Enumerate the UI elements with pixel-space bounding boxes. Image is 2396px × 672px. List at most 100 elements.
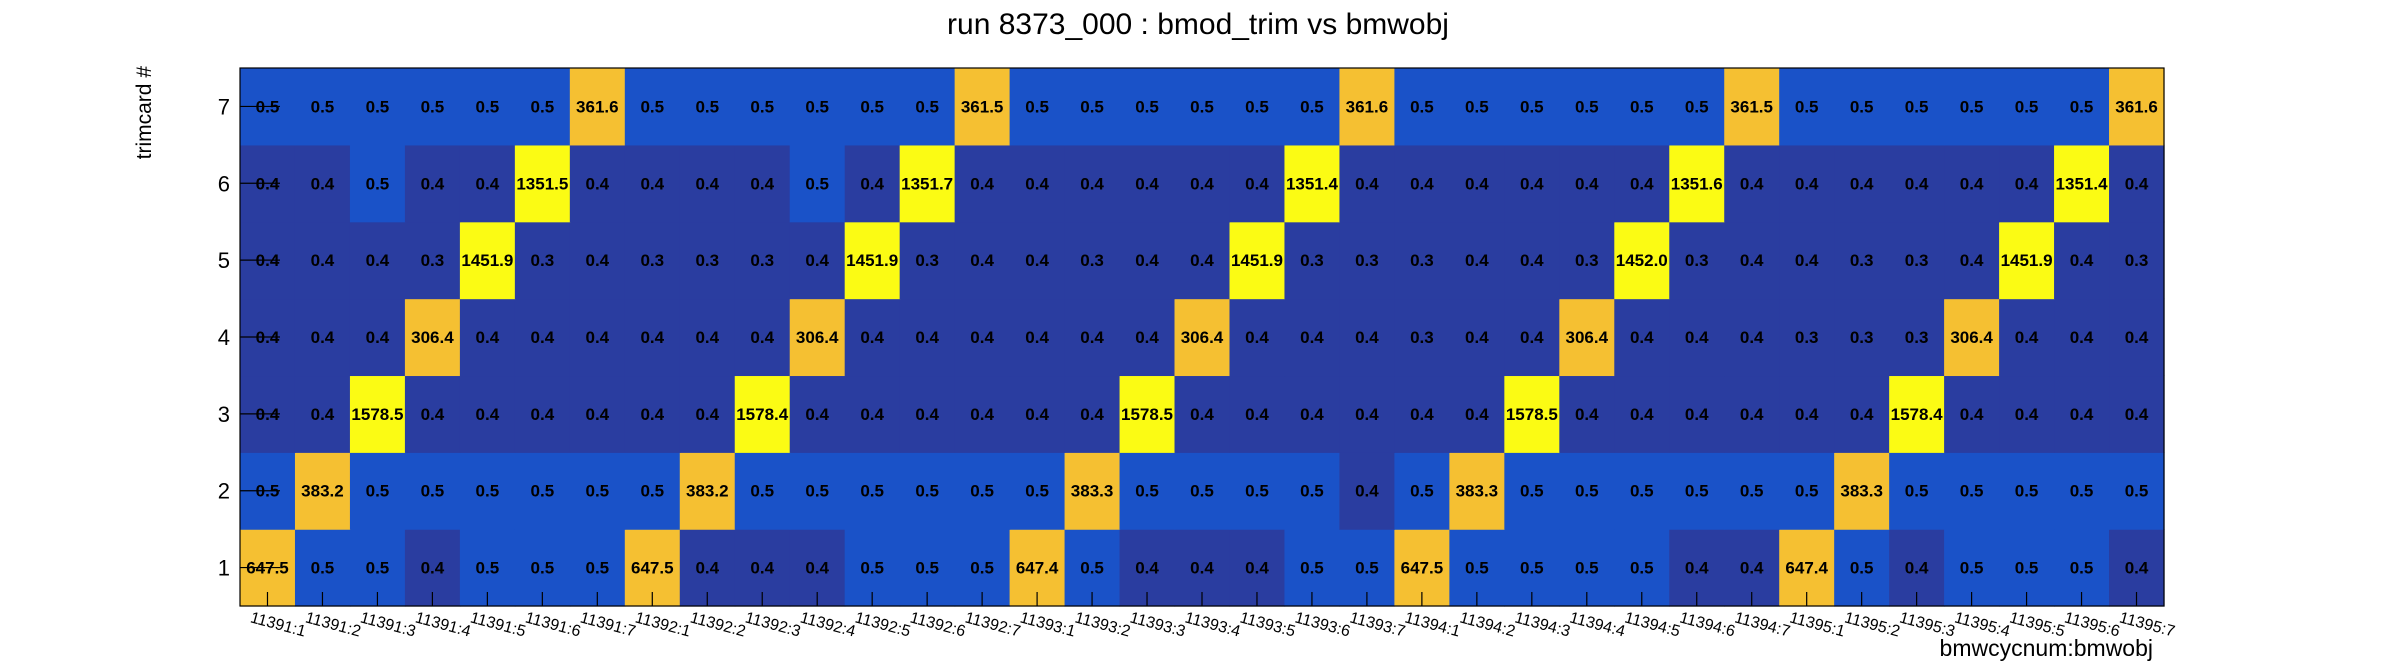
heatmap-cell bbox=[624, 221, 681, 300]
heatmap-cell bbox=[1944, 375, 2000, 453]
heatmap-cell bbox=[734, 375, 791, 453]
cell-value-label: 0.4 bbox=[860, 174, 884, 193]
cell-value-label: 0.4 bbox=[1630, 328, 1654, 347]
heatmap-cell bbox=[1394, 221, 1450, 300]
cell-value-label: 0.5 bbox=[1795, 97, 1819, 116]
heatmap-cell bbox=[844, 144, 901, 223]
heatmap-cell bbox=[954, 68, 1011, 146]
cell-value-label: 0.4 bbox=[970, 251, 994, 270]
cell-value-label: 0.5 bbox=[531, 482, 555, 501]
cell-value-label: 0.5 bbox=[915, 482, 939, 501]
cell-value-label: 0.4 bbox=[1960, 405, 1984, 424]
cell-value-label: 0.4 bbox=[585, 251, 609, 270]
cell-value-label: 0.4 bbox=[1740, 251, 1764, 270]
heatmap-cell bbox=[1504, 144, 1560, 223]
cell-value-label: 0.5 bbox=[1850, 559, 1874, 578]
cell-value-label: 0.5 bbox=[915, 559, 939, 578]
heatmap-cell bbox=[624, 452, 681, 530]
cell-value-label: 0.5 bbox=[1795, 482, 1819, 501]
x-tick-label: 11391:3 bbox=[358, 609, 417, 640]
cell-value-label: 0.5 bbox=[1300, 97, 1324, 116]
heatmap-cell bbox=[1174, 298, 1231, 377]
cell-value-label: 0.5 bbox=[1630, 482, 1654, 501]
y-tick-label: 7 bbox=[218, 94, 230, 119]
heatmap-cell bbox=[1449, 452, 1505, 530]
heatmap-cell bbox=[294, 375, 351, 453]
heatmap-cell bbox=[349, 452, 406, 530]
heatmap-cell bbox=[1614, 375, 1670, 453]
heatmap-cell bbox=[2109, 144, 2165, 223]
heatmap-cell bbox=[1394, 144, 1450, 223]
heatmap-cell bbox=[1284, 298, 1341, 377]
cell-value-label: 0.5 bbox=[311, 559, 335, 578]
heatmap-cell bbox=[1229, 68, 1286, 146]
heatmap-cell bbox=[1614, 68, 1670, 146]
heatmap-cell bbox=[1119, 144, 1176, 223]
heatmap-cell bbox=[679, 144, 736, 223]
cell-value-label: 0.4 bbox=[1795, 405, 1819, 424]
cell-value-label: 1578.4 bbox=[736, 405, 789, 424]
cell-value-label: 0.4 bbox=[1190, 174, 1214, 193]
cell-value-label: 0.5 bbox=[1850, 97, 1874, 116]
heatmap-cell bbox=[1889, 375, 1945, 453]
x-tick-label: 11393:2 bbox=[1073, 609, 1132, 640]
cell-value-label: 0.5 bbox=[531, 97, 555, 116]
cell-value-label: 0.3 bbox=[695, 251, 719, 270]
cell-value-label: 383.2 bbox=[301, 482, 344, 501]
cell-value-label: 0.5 bbox=[970, 482, 994, 501]
cell-value-label: 306.4 bbox=[796, 328, 839, 347]
heatmap-cell bbox=[844, 298, 901, 377]
cell-value-label: 0.4 bbox=[860, 328, 884, 347]
x-tick-label: 11391:1 bbox=[248, 609, 307, 640]
heatmap-cell bbox=[734, 221, 791, 300]
heatmap-cell bbox=[1779, 221, 1835, 300]
x-tick-label: 11394:2 bbox=[1458, 609, 1517, 640]
heatmap-cell bbox=[1174, 221, 1231, 300]
heatmap-cell bbox=[1834, 375, 1890, 453]
cell-value-label: 0.5 bbox=[1575, 97, 1599, 116]
cell-value-label: 0.5 bbox=[1300, 482, 1324, 501]
heatmap-cell bbox=[624, 144, 681, 223]
heatmap-cell bbox=[1119, 375, 1176, 453]
heatmap-cell bbox=[1009, 68, 1066, 146]
cell-value-label: 0.4 bbox=[970, 405, 994, 424]
heatmap-cell bbox=[1779, 452, 1835, 530]
cell-value-label: 0.4 bbox=[2125, 559, 2149, 578]
heatmap-cell bbox=[2109, 375, 2165, 453]
heatmap-cell bbox=[2054, 68, 2110, 146]
cell-value-label: 0.5 bbox=[421, 97, 445, 116]
cell-value-label: 0.3 bbox=[1410, 251, 1434, 270]
heatmap-cell bbox=[2109, 68, 2165, 146]
heatmap-cell bbox=[569, 144, 626, 223]
heatmap-cell bbox=[1339, 68, 1395, 146]
heatmap-cell bbox=[1889, 221, 1945, 300]
cell-value-label: 0.5 bbox=[2015, 482, 2039, 501]
cell-value-label: 0.4 bbox=[1630, 174, 1654, 193]
heatmap-cell bbox=[1889, 144, 1945, 223]
cell-value-label: 0.3 bbox=[1850, 251, 1874, 270]
cell-value-label: 0.3 bbox=[1905, 251, 1929, 270]
cell-value-label: 0.4 bbox=[1190, 405, 1214, 424]
heatmap-cell bbox=[1119, 221, 1176, 300]
cell-value-label: 0.4 bbox=[2125, 328, 2149, 347]
heatmap-cell bbox=[679, 375, 736, 453]
heatmap-cell bbox=[1669, 221, 1725, 300]
cell-value-label: 0.4 bbox=[421, 559, 445, 578]
cell-value-label: 0.5 bbox=[1575, 559, 1599, 578]
heatmap-cell bbox=[1449, 298, 1505, 377]
cell-value-label: 361.5 bbox=[1730, 97, 1773, 116]
cell-value-label: 0.4 bbox=[1795, 251, 1819, 270]
cell-value-label: 361.6 bbox=[576, 97, 619, 116]
cell-value-label: 0.5 bbox=[2070, 97, 2094, 116]
heatmap-cell bbox=[1944, 298, 2000, 377]
heatmap-cell bbox=[1009, 375, 1066, 453]
cell-value-label: 0.4 bbox=[640, 405, 664, 424]
cell-value-label: 0.5 bbox=[1135, 482, 1159, 501]
cell-value-label: 0.4 bbox=[970, 174, 994, 193]
cell-value-label: 0.5 bbox=[750, 97, 774, 116]
cell-value-label: 1578.5 bbox=[351, 405, 403, 424]
heatmap-cell bbox=[1779, 298, 1835, 377]
cell-value-label: 0.4 bbox=[1465, 405, 1489, 424]
heatmap-cell bbox=[789, 221, 846, 300]
y-tick-label: 5 bbox=[218, 248, 230, 273]
